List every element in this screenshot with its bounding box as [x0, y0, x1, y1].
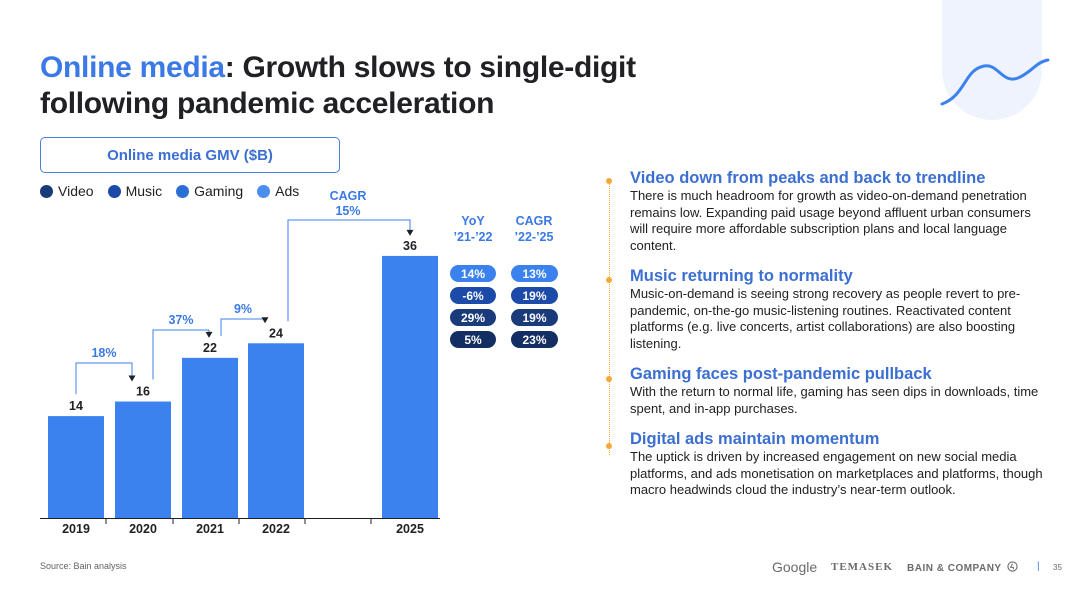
bar-value-label: 16 [136, 385, 150, 399]
insight-body: Music-on-demand is seeing strong recover… [630, 286, 1021, 351]
yoy-pill-ads [450, 265, 496, 282]
insight-body: With the return to normal life, gaming h… [630, 384, 1039, 416]
gmv-label-box: Online media GMV ($B) [40, 137, 340, 173]
x-tick-label: 2019 [62, 522, 90, 536]
yoy-value-video: 5% [464, 333, 482, 347]
legend-dot-gaming [176, 184, 190, 198]
growth-2019-2020-label: 18% [91, 346, 116, 360]
bar-value-label: 24 [269, 326, 283, 340]
timeline-dot [606, 178, 612, 184]
cagr-table-header: CAGR [516, 214, 553, 228]
page-title: Online media: Growth slows to single-dig… [40, 50, 636, 122]
cagr-pill-ads [511, 265, 558, 282]
yoy-range: ’21-’22 [454, 230, 493, 244]
growth-2020-2021-connector [152, 329, 210, 380]
yoy-value-music: 29% [461, 311, 485, 325]
bar-value-label: 14 [69, 399, 83, 413]
bar-value-label: 22 [203, 341, 217, 355]
timeline-dot [606, 376, 612, 382]
yoy-value-gaming: -6% [462, 289, 484, 303]
cagr-label: CAGR [330, 189, 367, 203]
yoy-row-gaming: -6% 19% [450, 287, 558, 304]
timeline-dot [606, 277, 612, 283]
bar-2021 [182, 357, 238, 518]
growth-2021-2022-arrowhead [261, 317, 269, 324]
legend-item-video: Video [40, 183, 94, 199]
yoy-header: YoY [461, 214, 485, 228]
insight-music: Music returning to normality Music-on-de… [608, 266, 1048, 352]
insights-column: Video down from peaks and back to trendl… [608, 168, 1048, 511]
cagr-2022-2025-arrowhead [406, 229, 414, 236]
bain-logo-text: BAIN & COMPANY [907, 563, 1002, 574]
insight-heading: Music returning to normality [630, 267, 853, 285]
cagr-pill-video [511, 331, 558, 348]
cagr-value-video: 23% [522, 333, 546, 347]
legend-item-music: Music [107, 183, 163, 199]
yoy-pill-music [450, 309, 496, 326]
bar-2022 [248, 343, 304, 518]
legend-label-gaming: Gaming [194, 183, 244, 199]
cagr-table-range: ’22-’25 [515, 230, 554, 244]
x-tick-label: 2021 [196, 522, 224, 536]
insight-heading: Gaming faces post-pandemic pullback [630, 365, 932, 383]
title-rest: : Growth slows to single-digit [224, 51, 636, 84]
bar-2019 [48, 416, 104, 518]
legend-item-ads: Ads [257, 183, 299, 199]
cagr-2022-2025-connector [287, 219, 411, 322]
insight-body: The uptick is driven by increased engage… [630, 449, 1043, 497]
trend-line-decoration-icon [940, 0, 1050, 120]
insight-ads: Digital ads maintain momentum The uptick… [608, 429, 1048, 499]
x-tick-label: 2020 [129, 522, 157, 536]
bar-2025 [382, 255, 438, 519]
yoy-row-ads: 14% 13% [450, 265, 558, 282]
insight-body: There is much headroom for growth as vid… [630, 188, 1031, 253]
growth-2021-2022-connector [220, 318, 266, 336]
yoy-value-ads: 14% [461, 267, 485, 281]
insight-heading: Video down from peaks and back to trendl… [630, 169, 986, 187]
growth-2019-2020-connector [75, 362, 133, 395]
insight-heading: Digital ads maintain momentum [630, 430, 880, 448]
yoy-row-video: 5% 23% [450, 331, 558, 348]
legend-label-video: Video [58, 183, 94, 199]
growth-2019-2020-arrowhead [128, 375, 136, 382]
footer-divider: | [1037, 561, 1040, 572]
timeline-dot [606, 443, 612, 449]
cagr-pill-music [511, 309, 558, 326]
bar-2020 [115, 401, 171, 518]
source-note: Source: Bain analysis [40, 561, 127, 571]
cagr-value-gaming: 19% [522, 289, 546, 303]
legend-item-gaming: Gaming [176, 183, 243, 199]
legend-label-music: Music [125, 183, 163, 199]
cagr-pill-gaming [511, 287, 558, 304]
cagr-value: 15% [335, 204, 360, 218]
x-tick-label: 2025 [396, 522, 424, 536]
bain-logo-icon [1007, 561, 1018, 572]
yoy-pill-gaming [450, 287, 496, 304]
yoy-row-music: 29% 19% [450, 309, 558, 326]
page-number: 35 [1053, 563, 1062, 572]
legend-label-ads: Ads [275, 183, 300, 199]
title-line2: following pandemic acceleration [40, 87, 495, 120]
cagr-value-music: 19% [522, 311, 546, 325]
growth-2020-2021-arrowhead [205, 331, 213, 338]
bar-value-label: 36 [403, 239, 417, 253]
temasek-logo: TEMASEK [831, 561, 894, 573]
legend-dot-ads [257, 184, 271, 198]
google-logo: Google [772, 559, 818, 575]
timeline-line [609, 180, 611, 455]
yoy-pill-video [450, 331, 496, 348]
cagr-value-ads: 13% [522, 267, 546, 281]
legend-dot-video [40, 184, 53, 198]
legend-dot-music [107, 184, 121, 198]
insight-gaming: Gaming faces post-pandemic pullback With… [608, 364, 1048, 417]
growth-2021-2022-label: 9% [234, 302, 252, 316]
bain-logo: BAIN & COMPANY [907, 561, 1018, 574]
chart-legend: Video Music Gaming Ads [40, 183, 299, 199]
insight-video: Video down from peaks and back to trendl… [608, 168, 1048, 254]
growth-2020-2021-label: 37% [168, 313, 193, 327]
x-tick-label: 2022 [262, 522, 290, 536]
title-accent: Online media [40, 51, 225, 84]
